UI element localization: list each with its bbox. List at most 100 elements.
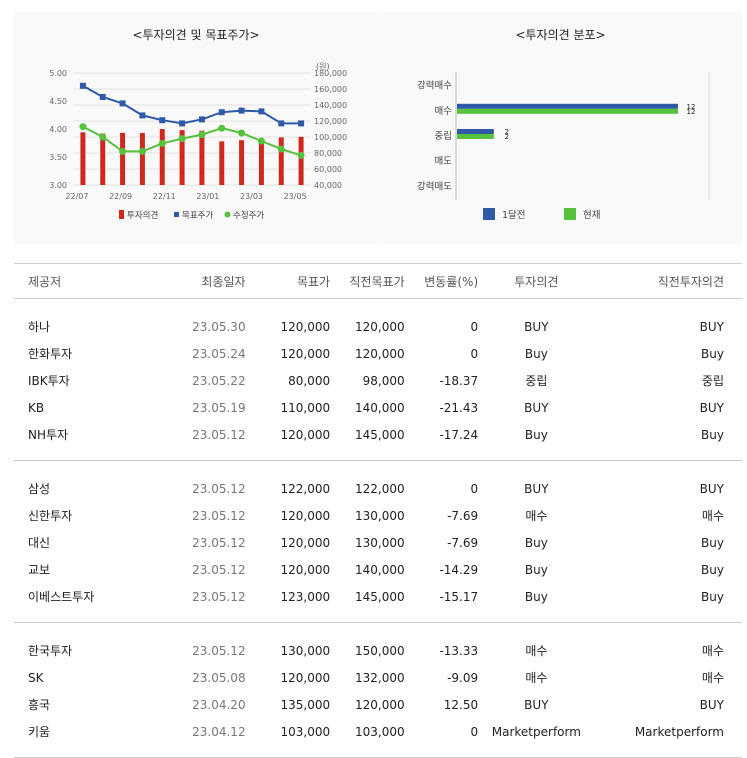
bar-value-label: 2 xyxy=(505,133,509,141)
opinion-cell: 매수 xyxy=(525,509,548,523)
current-bar xyxy=(457,134,494,139)
last-date-cell: 23.05.30 xyxy=(192,319,246,334)
change-rate-cell: 0 xyxy=(470,481,479,496)
prev-opinion-cell: 중립 xyxy=(701,374,724,388)
last-date-cell: 23.04.12 xyxy=(157,718,246,758)
x-tick-label: 22/07 xyxy=(65,192,88,201)
table-row: 한국투자 23.05.12 130,000 150,000 -13.33 매수 매수 xyxy=(14,623,742,665)
adjusted-price-point xyxy=(119,147,127,155)
target-price-point xyxy=(198,116,205,123)
adjusted-price-point xyxy=(238,129,246,137)
legend-swatch-target-price xyxy=(174,212,179,217)
table-row: NH투자 23.05.12 120,000 145,000 -17.24 Buy Buy xyxy=(14,421,742,461)
prev-opinion-cell: Buy xyxy=(701,562,724,577)
y-left-tick-label: 5.00 xyxy=(49,69,67,78)
y-right-unit-label: (원) xyxy=(316,62,330,71)
y-right-tick-label: 160,000 xyxy=(314,85,347,94)
prev-opinion-cell: BUY xyxy=(699,400,724,415)
col-prev-opinion: 직전투자의견 xyxy=(588,263,742,299)
table-row: 흥국 23.04.20 135,000 120,000 12.50 BUY BUY xyxy=(14,691,742,718)
prev-target-price-cell: 130,000 xyxy=(354,508,405,523)
current-bar xyxy=(457,108,678,114)
provider-cell: KB xyxy=(28,400,45,415)
change-rate-cell: -14.29 xyxy=(439,562,479,577)
opinion-distribution-chart-title: <투자의견 분포> xyxy=(515,28,606,42)
adjusted-price-point xyxy=(297,151,305,159)
provider-cell: 대신 xyxy=(28,536,51,550)
legend-label: 현재 xyxy=(583,210,600,221)
target-price-point xyxy=(179,120,186,127)
change-rate-cell: 0 xyxy=(470,346,479,361)
table-body: 하나 23.05.30 120,000 120,000 0 BUY BUY 한화투자 23.05… xyxy=(14,299,742,758)
col-change-rate: 변동률(%) xyxy=(404,263,479,299)
x-tick-label: 23/01 xyxy=(196,192,219,201)
adjusted-price-point xyxy=(99,133,107,141)
adjusted-price-point xyxy=(158,139,166,147)
bar-value-label: 2 xyxy=(505,128,509,136)
provider-cell: 한화투자 xyxy=(28,347,73,361)
provider-cell: 키움 xyxy=(14,718,158,758)
x-tick-label: 22/11 xyxy=(153,192,176,201)
target-price-cell: 120,000 xyxy=(245,421,331,461)
change-rate-cell: 12.50 xyxy=(443,697,479,712)
y-right-tick-label: 140,000 xyxy=(314,101,347,110)
adjusted-price-point xyxy=(257,137,265,145)
provider-cell: SK xyxy=(28,670,44,685)
opinion-bar xyxy=(159,129,165,185)
table-row: KB 23.05.19 110,000 140,000 -21.43 BUY BUY xyxy=(14,394,742,421)
last-date-cell: 23.04.20 xyxy=(192,697,246,712)
adjusted-price-point xyxy=(218,124,226,132)
legend-label: 투자의견 xyxy=(127,210,158,221)
change-rate-cell: -13.33 xyxy=(439,643,479,658)
legend-swatch-adjusted-price xyxy=(224,211,231,218)
adjusted-price-point xyxy=(79,123,87,131)
last-date-cell: 23.05.12 xyxy=(192,562,246,577)
opinion-cell: BUY xyxy=(524,697,549,712)
opinion-bar xyxy=(80,132,86,185)
col-provider: 제공저 xyxy=(14,263,158,299)
prev-opinion-cell: Buy xyxy=(588,583,742,623)
opinion-bar xyxy=(278,137,284,185)
opinion-bar xyxy=(139,132,145,185)
change-rate-cell: -7.69 xyxy=(447,535,479,550)
opinion-cell: 중립 xyxy=(525,374,548,388)
legend-swatch-month-ago xyxy=(483,208,495,220)
target-price-point xyxy=(159,117,166,124)
opinion-target-chart: 180,000 160,000 140,000 120,000 100,000 80,00… xyxy=(49,62,347,221)
target-price-point xyxy=(278,120,285,127)
opinion-target-chart-panel: <투자의견 및 목표주가> 180,000 160,000 140,000 120,0… xyxy=(14,12,378,244)
opinion-cell: BUY xyxy=(524,319,549,334)
last-date-cell: 23.05.08 xyxy=(192,670,246,685)
last-date-cell: 23.05.12 xyxy=(192,481,246,496)
target-price-cell: 120,000 xyxy=(280,562,331,577)
change-rate-cell: -7.69 xyxy=(447,508,479,523)
table-row: 키움 23.04.12 103,000 103,000 0 Marketperform Ma… xyxy=(14,718,742,758)
provider-cell: 한국투자 xyxy=(28,644,73,658)
category-label: 강력매수 xyxy=(417,80,452,92)
last-date-cell: 23.05.19 xyxy=(192,400,246,415)
bar-value-label: 12 xyxy=(687,103,696,111)
adjusted-price-point xyxy=(198,131,206,139)
last-date-cell: 23.05.22 xyxy=(192,373,246,388)
target-price-point xyxy=(258,108,265,115)
y-right-tick-label: 40,000 xyxy=(314,181,342,190)
change-rate-cell: -18.37 xyxy=(439,373,479,388)
category-label: 매수 xyxy=(435,106,453,117)
prev-opinion-cell: Marketperform xyxy=(588,718,742,758)
prev-opinion-cell: BUY xyxy=(699,319,724,334)
opinion-cell: BUY xyxy=(524,481,549,496)
target-price-cell: 120,000 xyxy=(280,535,331,550)
x-tick-label: 23/03 xyxy=(240,192,263,201)
table-row: 하나 23.05.30 120,000 120,000 0 BUY BUY xyxy=(14,299,742,341)
prev-target-price-cell: 120,000 xyxy=(354,697,405,712)
target-price-cell: 120,000 xyxy=(280,508,331,523)
y-right-tick-label: 120,000 xyxy=(314,117,347,126)
opinion-cell: Buy xyxy=(478,583,589,623)
prev-opinion-cell: Buy xyxy=(701,535,724,550)
opinion-cell: Marketperform xyxy=(478,718,589,758)
provider-cell: 이베스트투자 xyxy=(14,583,158,623)
x-tick-label: 23/05 xyxy=(284,192,307,201)
provider-cell: 교보 xyxy=(28,563,51,577)
opinion-target-chart-title: <투자의견 및 목표주가> xyxy=(132,28,260,42)
